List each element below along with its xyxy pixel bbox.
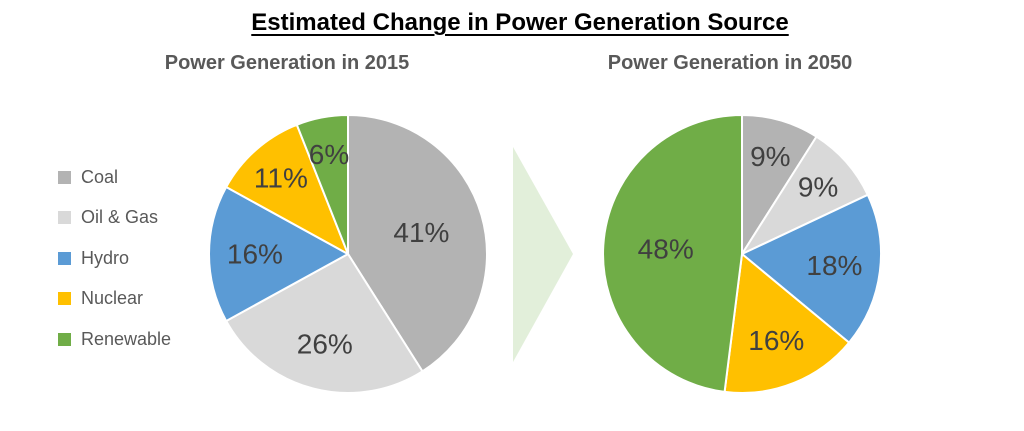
pie-data-label-renewable: 48% <box>638 234 694 265</box>
legend-label: Hydro <box>81 247 130 268</box>
legend-swatch-renewable <box>58 332 71 346</box>
pie-chart-2050: 9% 9% 18% 16% 48% <box>600 112 884 396</box>
pie-chart-2015: 41% 26% 16% 11% 6% <box>206 112 490 396</box>
pie-slice-oil-gas <box>225 253 424 394</box>
pie-slice-hydro <box>208 186 349 322</box>
legend-item-nuclear: Nuclear <box>58 279 171 320</box>
legend-label: Oil & Gas <box>81 207 159 228</box>
legend-label: Coal <box>81 166 119 187</box>
legend-item-coal: Coal <box>58 157 171 198</box>
legend-item-hydro: Hydro <box>58 238 171 279</box>
pie-data-label-renewable: 6% <box>309 139 349 170</box>
pie-slice-renewable <box>602 114 743 393</box>
change-arrow-icon <box>513 147 573 362</box>
pie-data-label-coal: 9% <box>750 141 790 172</box>
legend-label: Nuclear <box>81 288 144 309</box>
pie-data-label-nuclear: 16% <box>748 325 804 356</box>
legend-item-oil-gas: Oil & Gas <box>58 198 171 239</box>
pie-slice-renewable <box>295 114 349 255</box>
legend-swatch-nuclear <box>58 292 71 306</box>
legend-swatch-oil-gas <box>58 211 71 225</box>
arrow-triangle <box>513 147 573 362</box>
pie-data-label-oil-gas: 9% <box>798 171 838 202</box>
page-title: Estimated Change in Power Generation Sou… <box>251 9 789 36</box>
legend: Coal Oil & Gas Hydro Nuclear Renewable <box>58 157 171 360</box>
pie-slice-oil-gas <box>741 135 869 255</box>
chart-title-2015: Power Generation in 2015 <box>164 52 410 74</box>
legend-label: Renewable <box>81 328 172 349</box>
pie-data-label-hydro: 18% <box>806 250 862 281</box>
pie-slice-coal <box>741 114 818 255</box>
pie-slice-nuclear <box>723 253 851 394</box>
pie-data-label-coal: 41% <box>393 217 449 248</box>
pie-slice-hydro <box>741 193 882 344</box>
pie-data-label-oil-gas: 26% <box>297 329 353 360</box>
legend-item-renewable: Renewable <box>58 319 171 360</box>
chart-title-2050: Power Generation in 2050 <box>607 52 853 74</box>
legend-swatch-hydro <box>58 251 71 265</box>
pie-slice-nuclear <box>225 123 349 255</box>
pie-data-label-hydro: 16% <box>227 239 283 270</box>
pie-data-label-nuclear: 11% <box>254 162 308 193</box>
legend-swatch-coal <box>58 170 71 184</box>
